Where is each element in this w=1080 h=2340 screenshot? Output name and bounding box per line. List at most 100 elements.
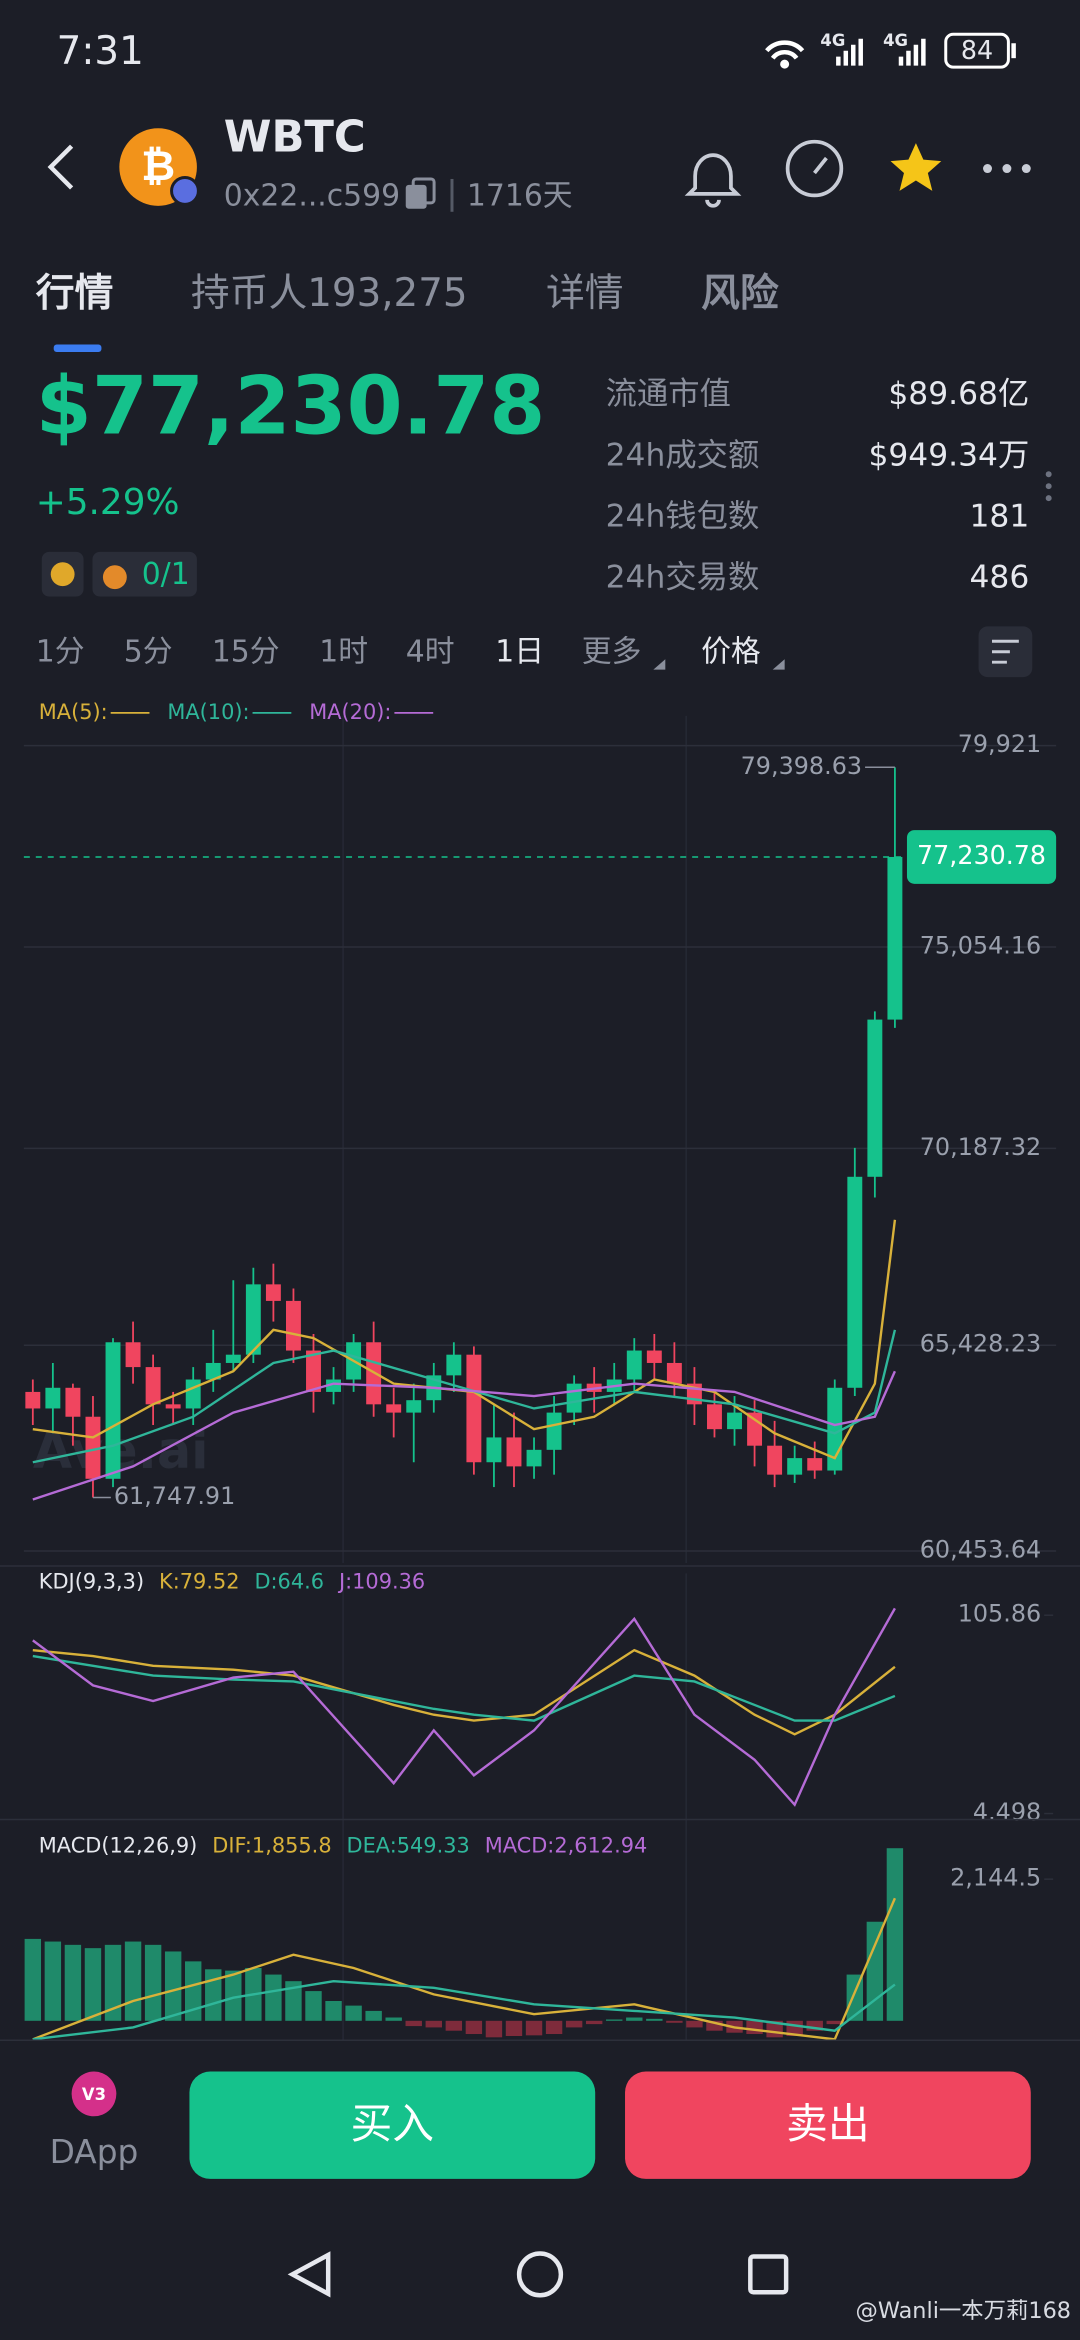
candle-body bbox=[566, 1383, 582, 1413]
back-button[interactable] bbox=[47, 144, 74, 190]
indicator-line bbox=[32, 1648, 896, 1736]
stats: 流通市值 $89.68亿 24h成交额 $949.34万 24h钱包数 181 24h交易数… bbox=[606, 376, 1030, 595]
copy-icon[interactable] bbox=[405, 184, 427, 209]
interval-option[interactable]: 5分 bbox=[124, 635, 173, 670]
candle-body bbox=[265, 1284, 281, 1301]
candle-body bbox=[105, 1342, 121, 1479]
gauge-icon[interactable] bbox=[785, 139, 844, 198]
macd-bar bbox=[124, 1941, 142, 2021]
dapp-label[interactable]: DApp bbox=[50, 2133, 139, 2171]
battery-tip bbox=[1011, 43, 1016, 59]
token-age: 1716天 bbox=[467, 178, 573, 213]
candle-body bbox=[526, 1449, 542, 1467]
candle-body bbox=[306, 1350, 321, 1392]
macd-bar bbox=[686, 2020, 703, 2028]
price-change: +5.29% bbox=[36, 482, 180, 523]
buy-button[interactable] bbox=[189, 2071, 596, 2179]
candle-body bbox=[165, 1404, 181, 1409]
interval-option[interactable]: 1日 bbox=[495, 635, 544, 670]
favorite-icon[interactable] bbox=[890, 143, 942, 191]
indicator-line bbox=[32, 1654, 896, 1722]
nav-back[interactable] bbox=[287, 2251, 331, 2298]
copy-icon-back bbox=[411, 177, 436, 205]
interval-bar: 1分 5分 15分 1时 4时 1日 更多 价格 bbox=[36, 635, 785, 670]
stat-label: 24h钱包数 bbox=[606, 499, 760, 535]
last-price-label: 77,230.78 bbox=[917, 840, 1046, 870]
legend-entry: D:64.6 bbox=[254, 1569, 324, 1593]
candle-body bbox=[787, 1458, 803, 1475]
legend-entry: J:109.36 bbox=[337, 1569, 425, 1593]
macd-bar bbox=[886, 1848, 904, 2021]
indicator-title: KDJ(9,3,3) bbox=[39, 1569, 144, 1593]
macd-bar bbox=[205, 1969, 222, 2021]
sell-label[interactable]: 卖出 bbox=[786, 2099, 870, 2148]
tab[interactable]: 详情 bbox=[546, 271, 624, 316]
stat-label: 24h交易数 bbox=[606, 560, 760, 596]
interval-option[interactable]: 1时 bbox=[319, 635, 368, 670]
dropdown-caret bbox=[653, 659, 666, 670]
macd-bar bbox=[806, 2020, 823, 2031]
plot-area bbox=[32, 1607, 896, 1807]
legend-entry: MA(10): bbox=[167, 700, 249, 724]
tab[interactable]: 持币人193,275 bbox=[191, 271, 468, 316]
indicator-line bbox=[32, 1329, 897, 1464]
dapp-icon[interactable] bbox=[71, 2071, 117, 2117]
candle-body bbox=[185, 1379, 201, 1409]
token-title: WBTC bbox=[224, 113, 366, 163]
candle-body bbox=[225, 1354, 241, 1363]
sell-button[interactable] bbox=[625, 2071, 1031, 2179]
y-tick-label: 60,453.64 bbox=[920, 1536, 1041, 1564]
macd-bar bbox=[285, 1981, 302, 2021]
macd-bar bbox=[144, 1944, 162, 2021]
bell-icon[interactable] bbox=[684, 153, 742, 208]
legend-entry: DEA:549.33 bbox=[347, 1833, 470, 1857]
tab[interactable]: 风险 bbox=[701, 271, 779, 316]
candle-body bbox=[847, 1176, 863, 1388]
indicator-line bbox=[32, 1607, 896, 1807]
legend-entry: MA(5): bbox=[39, 700, 108, 724]
signal-icon bbox=[836, 38, 863, 66]
interval-option[interactable]: 更多 bbox=[582, 635, 642, 670]
tab-indicator bbox=[53, 344, 102, 352]
nav-home[interactable] bbox=[516, 2251, 564, 2298]
stat-value: 181 bbox=[969, 499, 1029, 535]
y-tick-label: 2,144.5 bbox=[950, 1864, 1041, 1892]
indicator-line bbox=[32, 1979, 896, 2041]
candle-body bbox=[546, 1412, 562, 1450]
dot bbox=[1002, 164, 1012, 174]
candle-body bbox=[85, 1416, 101, 1479]
legend-entry: MACD:2,612.94 bbox=[485, 1833, 648, 1857]
interval-option[interactable]: 价格 bbox=[701, 635, 761, 670]
side-dots bbox=[1045, 471, 1052, 502]
gauge-needle bbox=[813, 156, 828, 175]
candle-body bbox=[25, 1391, 41, 1409]
candle-body bbox=[646, 1350, 662, 1363]
indicator-line bbox=[32, 1219, 897, 1460]
interval-option[interactable]: 1分 bbox=[36, 635, 85, 670]
interval-option[interactable]: 15分 bbox=[212, 635, 280, 670]
dot bbox=[1045, 471, 1052, 478]
credit: @Wanli一本万莉168 bbox=[856, 2298, 1071, 2324]
macd-bar bbox=[365, 2010, 382, 2021]
macd-bar bbox=[485, 2020, 503, 2038]
y-tick-label: 65,428.23 bbox=[920, 1330, 1041, 1358]
tab[interactable]: 行情 bbox=[36, 271, 114, 316]
nav-recent[interactable] bbox=[748, 2254, 789, 2295]
clock: 7:31 bbox=[57, 29, 144, 74]
macd-bar bbox=[545, 2020, 563, 2035]
macd-bar bbox=[84, 1948, 102, 2021]
macd-bar bbox=[666, 2020, 683, 2023]
macd-bar bbox=[164, 1951, 182, 2021]
charts: 60,453.64 65,428.23 70,187.32 75,054.16 79,9… bbox=[0, 700, 1080, 2041]
macd-bar bbox=[405, 2020, 422, 2027]
interval-option[interactable]: 4时 bbox=[406, 635, 455, 670]
candle-body bbox=[486, 1437, 502, 1463]
more-icon[interactable] bbox=[983, 164, 1031, 174]
legend-entry: DIF:1,855.8 bbox=[212, 1833, 331, 1857]
macd-bar bbox=[305, 1991, 322, 2021]
buy-label[interactable]: 买入 bbox=[351, 2099, 435, 2148]
chart-settings-icon bbox=[991, 639, 1019, 664]
candle-body bbox=[506, 1437, 522, 1467]
